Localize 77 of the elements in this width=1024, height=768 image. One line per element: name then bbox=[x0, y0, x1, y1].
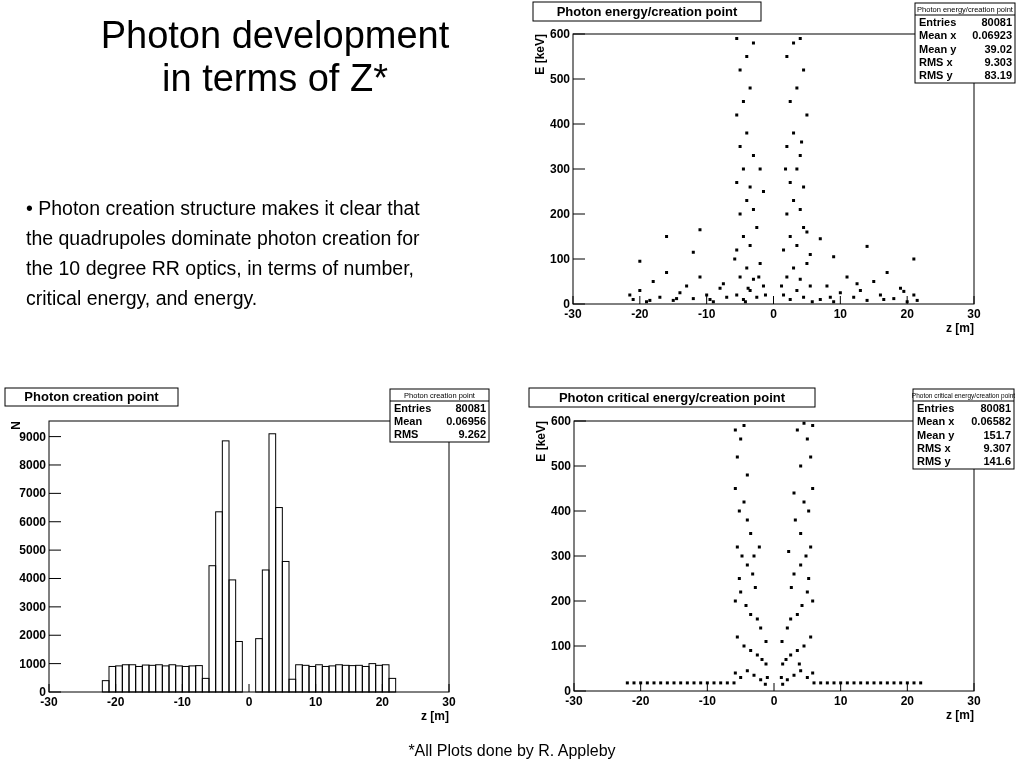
x-axis-title: z [m] bbox=[946, 708, 974, 722]
x-tick-label: 0 bbox=[770, 694, 778, 708]
annotation: Mean x bbox=[917, 415, 956, 428]
chart-title: Photon creation point bbox=[24, 389, 160, 404]
text: Entries bbox=[394, 402, 432, 414]
y-tick-label: 500 bbox=[549, 72, 571, 86]
x-tick-label: -10 bbox=[173, 695, 192, 709]
y-tick-label: 200 bbox=[549, 207, 571, 221]
y-tick-label: 6000 bbox=[19, 514, 47, 529]
y-tick-label: 9000 bbox=[19, 429, 47, 444]
y-tick-label: 400 bbox=[549, 117, 571, 131]
annotation: Mean x bbox=[919, 29, 958, 42]
annotation: RMS y bbox=[917, 455, 952, 467]
text: 83.19 bbox=[984, 69, 1012, 81]
annotation: RMS y bbox=[919, 69, 954, 81]
y-tick-label: 5000 bbox=[19, 543, 47, 558]
y-tick-label: 300 bbox=[550, 549, 572, 563]
text: Photon development in terms of Z* bbox=[100, 14, 450, 99]
x-tick-label: 10 bbox=[833, 307, 848, 321]
x-tick-label: 10 bbox=[308, 695, 323, 709]
x-tick-label: 30 bbox=[442, 695, 456, 709]
x-tick-label: 30 bbox=[967, 307, 981, 321]
y-tick-label: 1000 bbox=[19, 656, 47, 671]
x-tick-label: 20 bbox=[900, 307, 915, 321]
x-tick-label: 20 bbox=[375, 695, 390, 709]
x-tick-label: -20 bbox=[631, 694, 650, 708]
text: 141.6 bbox=[983, 455, 1011, 467]
annotation: 0.06956 bbox=[446, 415, 486, 427]
y-tick-label: 4000 bbox=[19, 571, 47, 586]
x-tick-label: 30 bbox=[967, 694, 981, 708]
x-axis-title: z [m] bbox=[421, 709, 449, 723]
annotation: Mean bbox=[394, 415, 423, 427]
y-tick-label: 300 bbox=[549, 162, 571, 176]
x-tick-label: 10 bbox=[833, 694, 848, 708]
y-tick-label: 7000 bbox=[19, 486, 47, 501]
annotation: 0.06923 bbox=[972, 29, 1012, 42]
text: 80081 bbox=[981, 16, 1012, 29]
y-tick-label: 600 bbox=[550, 414, 572, 428]
annotation: Mean y bbox=[919, 42, 958, 55]
x-axis-title: z [m] bbox=[946, 321, 974, 335]
y-tick-label: 2000 bbox=[19, 628, 47, 643]
y-tick-label: 8000 bbox=[19, 457, 47, 472]
x-tick-label: -20 bbox=[631, 307, 649, 321]
y-tick-label: 500 bbox=[550, 459, 572, 473]
x-tick-label: -10 bbox=[698, 694, 717, 708]
y-tick-label: 200 bbox=[550, 594, 572, 608]
annotation: RMS bbox=[394, 428, 419, 440]
x-tick-label: 20 bbox=[900, 694, 915, 708]
y-tick-label: 3000 bbox=[19, 599, 47, 614]
text: 9.307 bbox=[983, 441, 1011, 454]
annotation: RMS x bbox=[919, 55, 954, 68]
y-tick-label: 400 bbox=[550, 504, 572, 518]
text: 9.303 bbox=[984, 55, 1012, 68]
text: 39.02 bbox=[984, 42, 1012, 55]
y-tick-label: 600 bbox=[549, 27, 571, 41]
y-axis-title: E [keV] bbox=[534, 421, 548, 462]
text: 80081 bbox=[980, 402, 1011, 415]
text: Entries bbox=[917, 402, 955, 415]
x-tick-label: -10 bbox=[697, 307, 716, 321]
y-tick-label: 100 bbox=[550, 639, 572, 653]
text: 80081 bbox=[455, 402, 486, 414]
annotation: Mean y bbox=[917, 428, 956, 441]
x-tick-label: -20 bbox=[106, 695, 125, 709]
x-tick-label: 0 bbox=[770, 307, 778, 321]
text: *All Plots done by R. Appleby bbox=[408, 742, 616, 759]
text: • Photon creation structure makes it clear that the quadrupoles dominate photon creation for the 10 degree RR optics, in terms of number, critical energy, and energy. bbox=[26, 197, 421, 309]
y-axis-title: E [keV] bbox=[533, 34, 547, 75]
y-tick-label: 100 bbox=[549, 252, 571, 266]
y-axis-title: N bbox=[9, 421, 23, 430]
chart-title: Photon energy/creation point bbox=[556, 4, 738, 19]
x-tick-label: 0 bbox=[245, 695, 253, 709]
text: 9.262 bbox=[458, 428, 486, 440]
text: Entries bbox=[919, 16, 957, 29]
annotation: RMS x bbox=[917, 441, 952, 454]
annotation: 0.06582 bbox=[971, 415, 1011, 428]
chart-title: Photon critical energy/creation point bbox=[558, 390, 786, 405]
text: 151.7 bbox=[983, 428, 1011, 441]
